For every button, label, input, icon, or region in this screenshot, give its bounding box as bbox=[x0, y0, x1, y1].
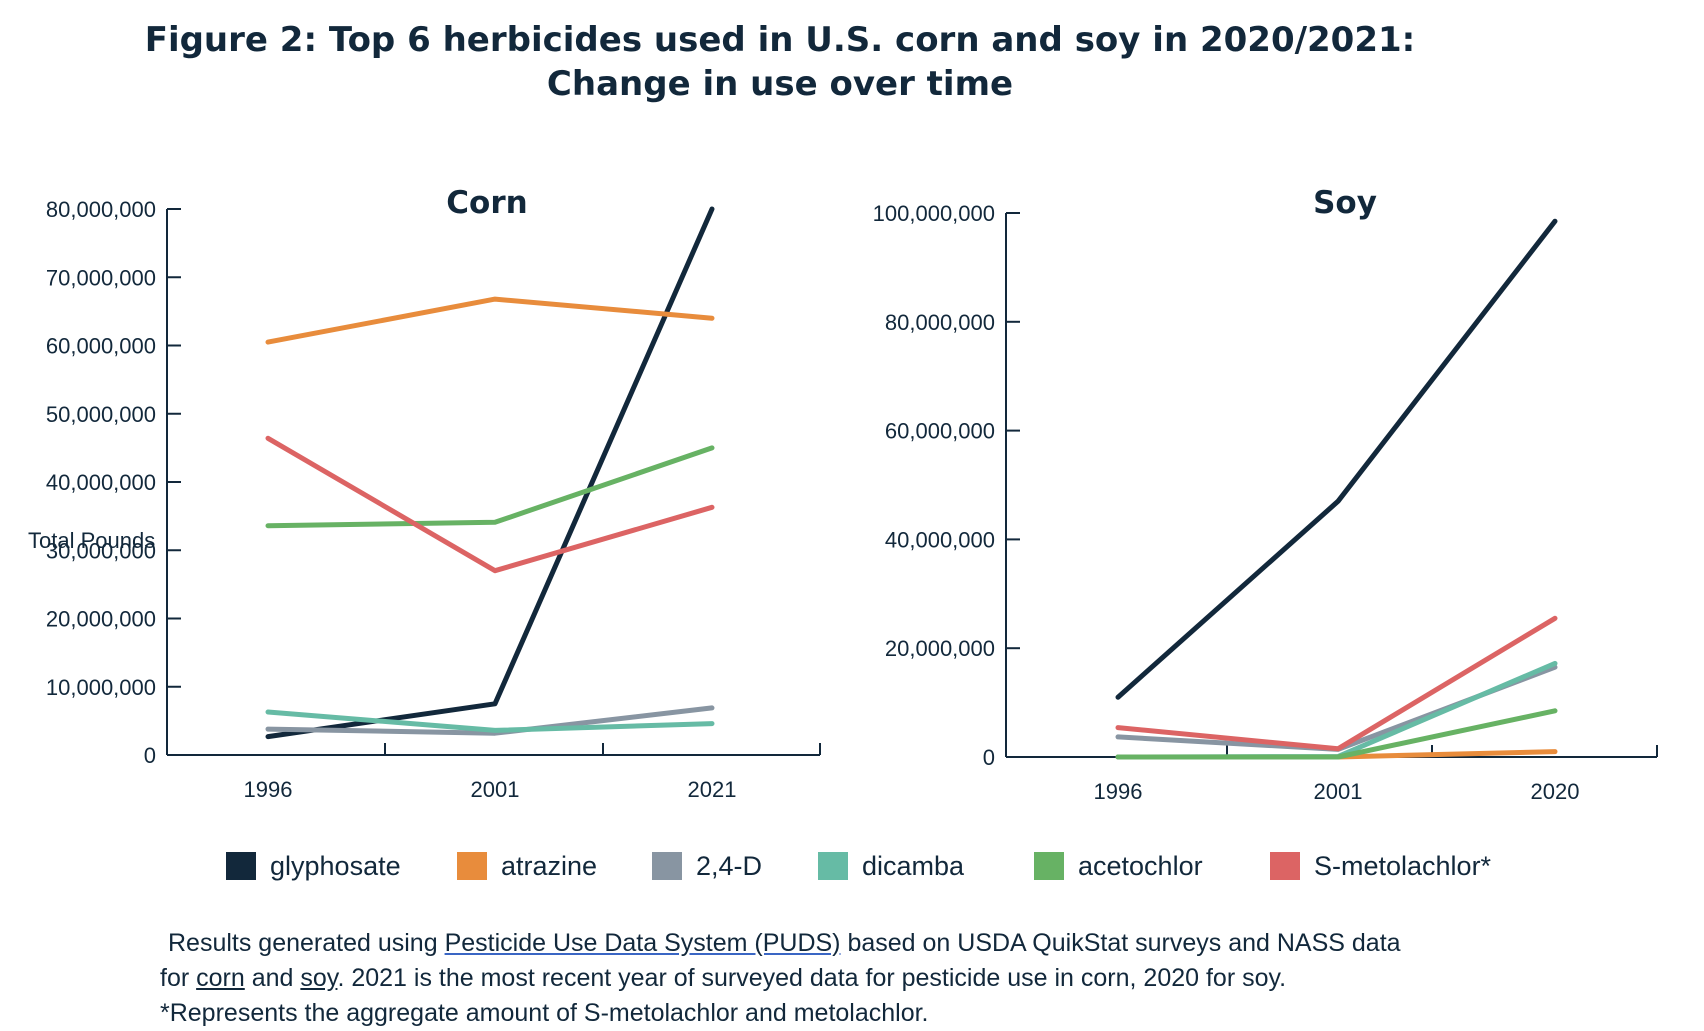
corn-x-tick-label: 2021 bbox=[688, 777, 737, 802]
legend-label-s-metolachlor: S-metolachlor* bbox=[1314, 850, 1492, 881]
soy-x-tick-label: 2001 bbox=[1314, 779, 1363, 804]
corn-line-s-metolachlor bbox=[265, 435, 715, 574]
legend-item-acetochlor: acetochlor bbox=[1034, 846, 1203, 886]
footnote-text: and bbox=[244, 964, 301, 992]
footnote-line-3: *Represents the aggregate amount of S-me… bbox=[160, 999, 929, 1027]
puds-link[interactable]: Pesticide Use Data System (PUDS) bbox=[444, 929, 841, 957]
legend-label-acetochlor: acetochlor bbox=[1078, 850, 1203, 881]
soy-x-tick-label: 1996 bbox=[1094, 779, 1143, 804]
legend-label-atrazine: atrazine bbox=[501, 850, 598, 881]
legend-swatch-glyphosate bbox=[226, 852, 256, 880]
soy-y-tick-label: 80,000,000 bbox=[885, 310, 995, 335]
footnote-text: . 2021 is the most recent year of survey… bbox=[337, 964, 1287, 992]
corn-y-axis-label: Total Pounds bbox=[28, 528, 155, 553]
corn-line-atrazine bbox=[265, 296, 715, 345]
legend-swatch-atrazine bbox=[457, 852, 487, 880]
corn-y-tick-label: 60,000,000 bbox=[46, 334, 156, 359]
figure-title-line-1: Figure 2: Top 6 herbicides used in U.S. … bbox=[144, 20, 1416, 60]
soy-line-acetochlor bbox=[1115, 708, 1558, 760]
legend-label-2-4-d: 2,4-D bbox=[696, 850, 763, 881]
corn-y-tick-label: 70,000,000 bbox=[46, 265, 156, 290]
soy-y-tick-label: 100,000,000 bbox=[873, 201, 995, 226]
footnote-text: based on USDA QuikStat surveys and NASS … bbox=[840, 929, 1401, 957]
soy-y-tick-label: 40,000,000 bbox=[885, 527, 995, 552]
legend: glyphosate atrazine 2,4-D dicamba acetoc… bbox=[0, 846, 1704, 886]
corn-y-tick-label: 0 bbox=[144, 743, 156, 768]
legend-swatch-2-4-d bbox=[652, 852, 682, 880]
legend-swatch-acetochlor bbox=[1034, 852, 1064, 880]
soy-chart-title: Soy bbox=[1313, 185, 1377, 221]
corn-y-tick-label: 30,000,000 bbox=[46, 538, 156, 563]
soy-y-tick-label: 20,000,000 bbox=[885, 636, 995, 661]
footnote-line-2: for corn and soy. 2021 is the most recen… bbox=[160, 961, 1668, 996]
corn-y-tick-label: 10,000,000 bbox=[46, 675, 156, 700]
footnote: Results generated using Pesticide Use Da… bbox=[160, 926, 1668, 1031]
corn-line-dicamba bbox=[265, 709, 715, 733]
figure-title-line-2: Change in use over time bbox=[546, 64, 1014, 104]
corn-chart-title: Corn bbox=[446, 185, 527, 221]
footnote-text: Results generated using bbox=[168, 929, 445, 957]
corn-line-acetochlor bbox=[265, 445, 715, 529]
legend-item-dicamba: dicamba bbox=[818, 846, 964, 886]
legend-item-s-metolachlor: S-metolachlor* bbox=[1270, 846, 1491, 886]
corn-link[interactable]: corn bbox=[196, 964, 245, 992]
corn-line-2-4-d bbox=[265, 705, 715, 736]
corn-y-tick-label: 50,000,000 bbox=[46, 402, 156, 427]
soy-y-tick-label: 0 bbox=[983, 745, 995, 770]
soy-x-tick-label: 2020 bbox=[1531, 779, 1580, 804]
corn-y-tick-label: 80,000,000 bbox=[46, 197, 156, 222]
legend-label-glyphosate: glyphosate bbox=[270, 850, 401, 881]
legend-item-glyphosate: glyphosate bbox=[226, 846, 401, 886]
legend-swatch-dicamba bbox=[818, 852, 848, 880]
legend-item-atrazine: atrazine bbox=[457, 846, 597, 886]
footnote-line-1: Results generated using Pesticide Use Da… bbox=[168, 926, 1668, 961]
corn-line-glyphosate bbox=[265, 206, 715, 740]
soy-line-s-metolachlor bbox=[1115, 615, 1558, 752]
soy-line-2-4-d bbox=[1115, 664, 1558, 752]
legend-label-dicamba: dicamba bbox=[862, 850, 965, 881]
footnote-text: for bbox=[160, 964, 197, 992]
corn-x-tick-label: 1996 bbox=[244, 777, 293, 802]
soy-link[interactable]: soy bbox=[300, 964, 338, 992]
soy-line-glyphosate bbox=[1115, 218, 1558, 700]
legend-swatch-s-metolachlor bbox=[1270, 852, 1300, 880]
legend-item-2-4-d: 2,4-D bbox=[652, 846, 762, 886]
corn-y-tick-label: 40,000,000 bbox=[46, 470, 156, 495]
corn-x-tick-label: 2001 bbox=[471, 777, 520, 802]
corn-y-tick-label: 20,000,000 bbox=[46, 607, 156, 632]
soy-y-tick-label: 60,000,000 bbox=[885, 419, 995, 444]
